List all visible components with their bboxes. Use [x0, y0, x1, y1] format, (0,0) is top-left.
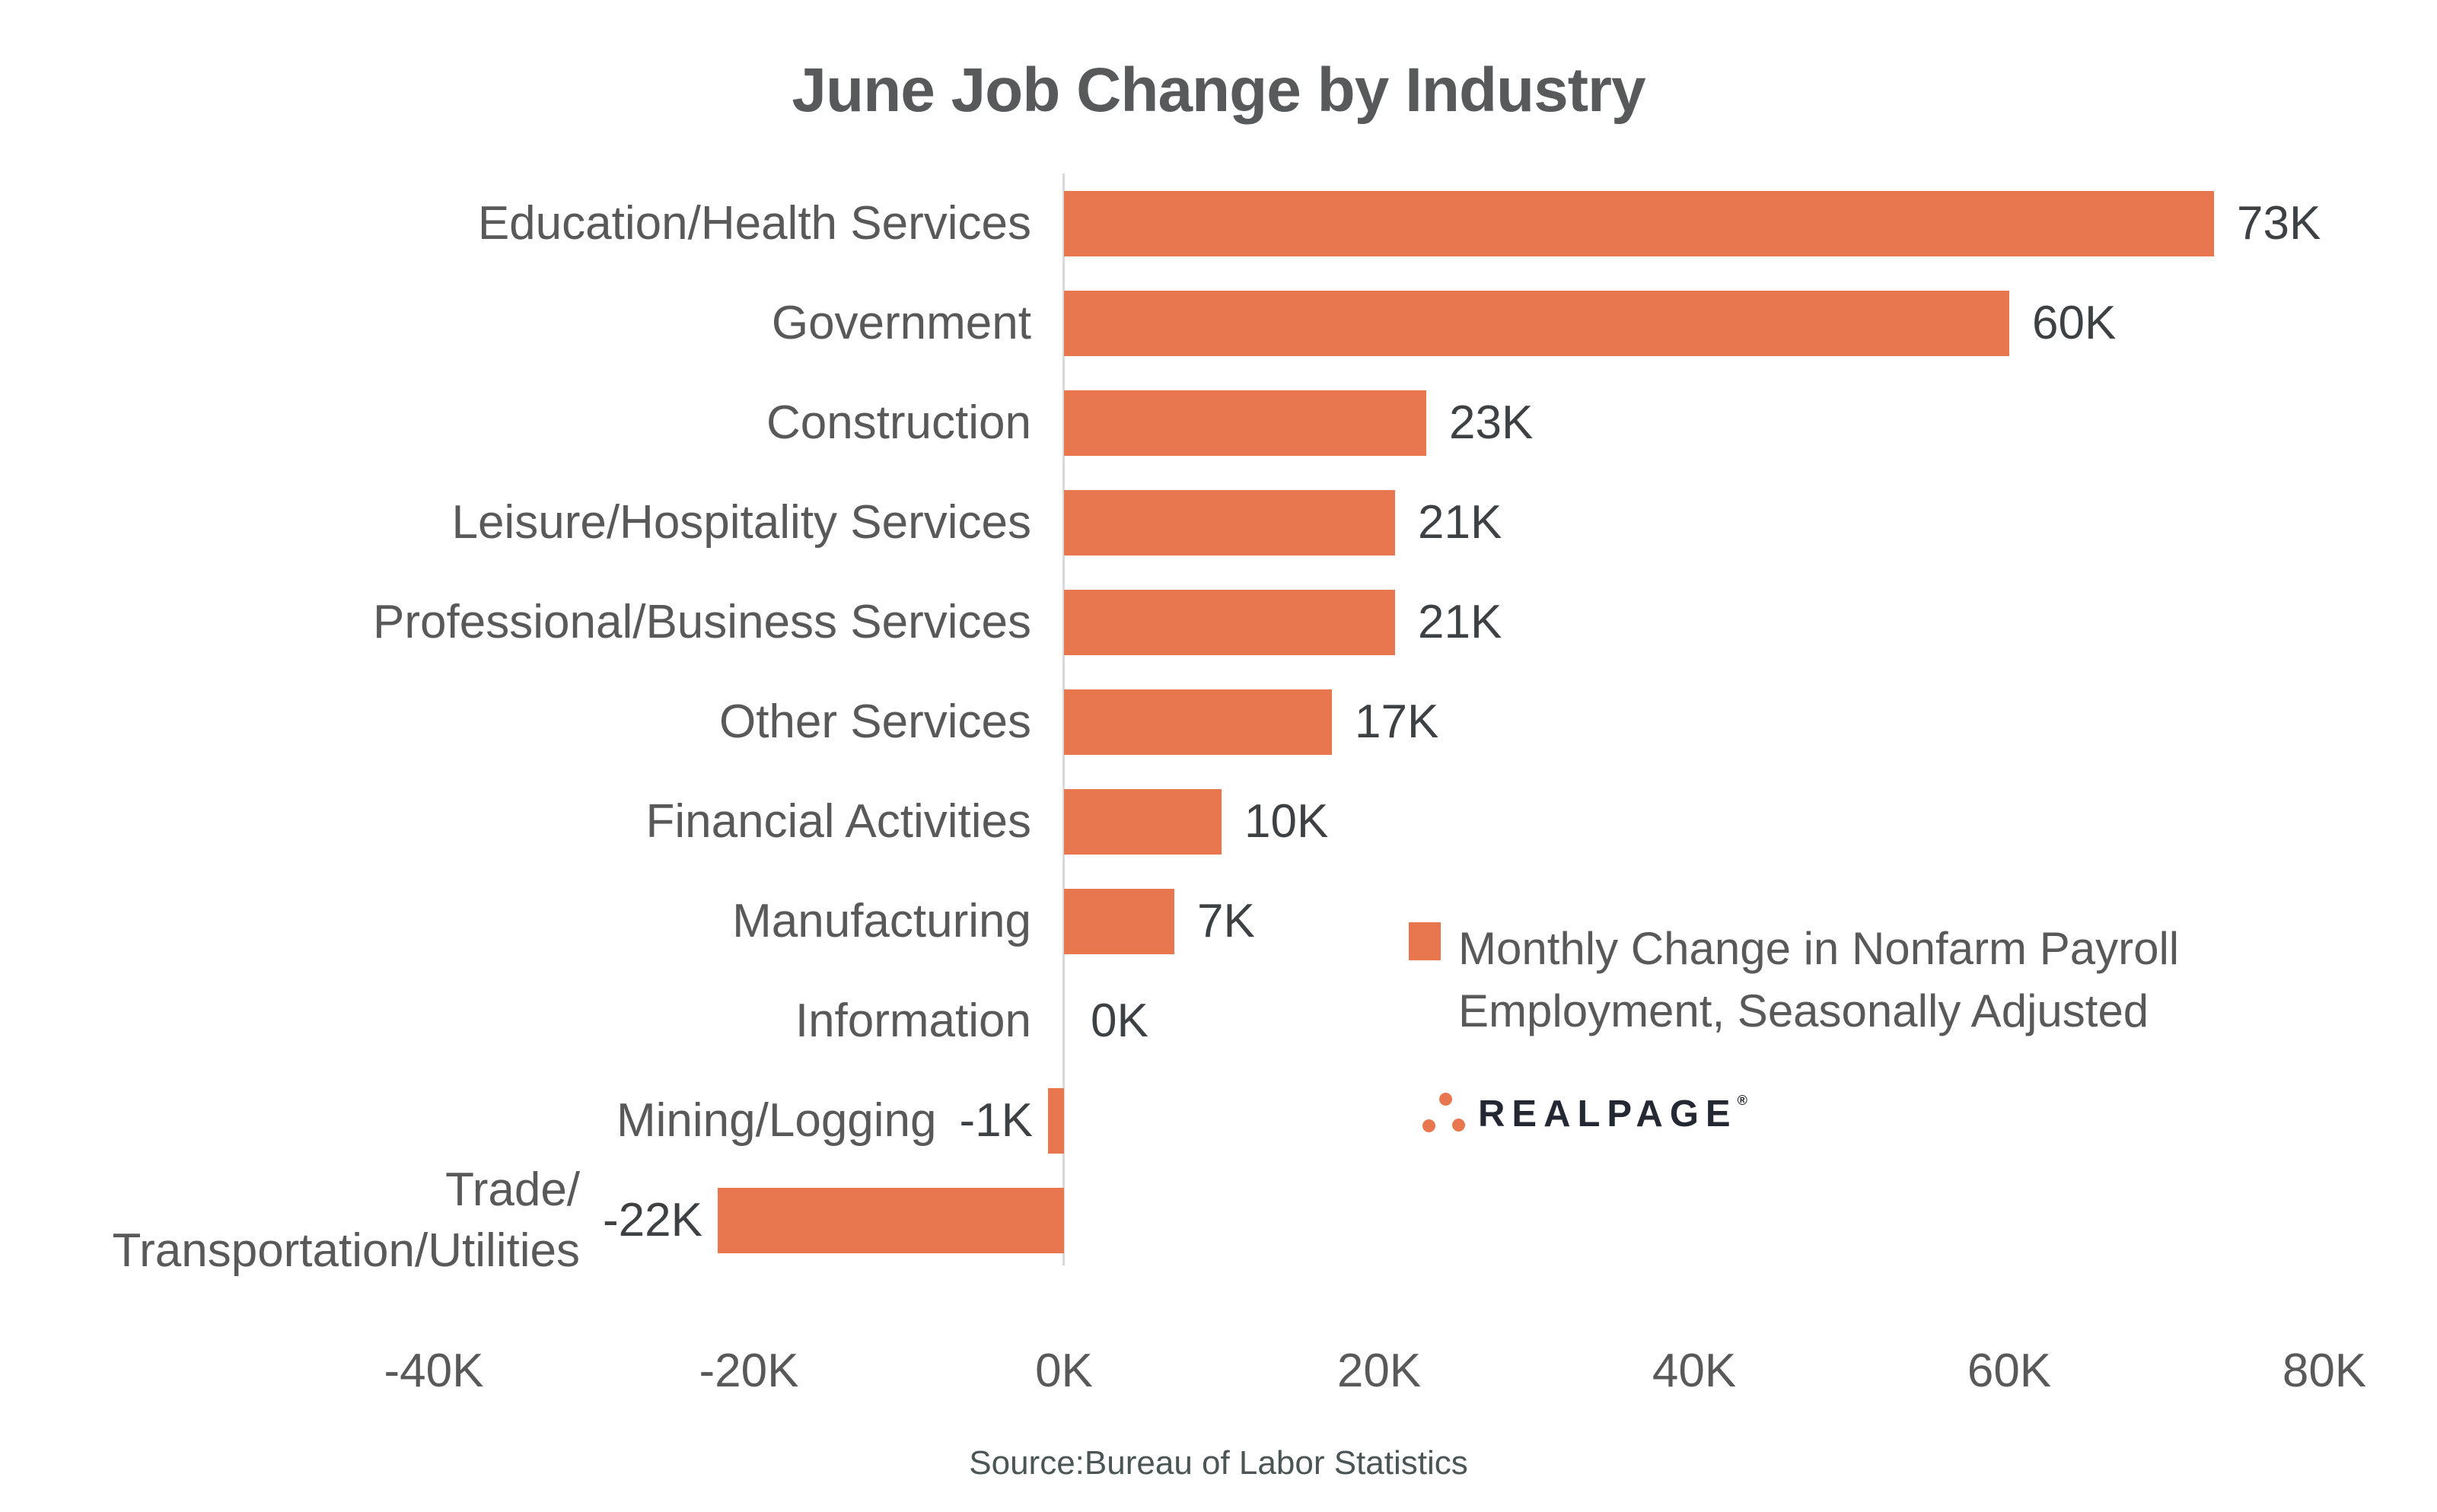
x-tick-label: 0K	[1035, 1345, 1093, 1397]
logo-wordmark: REALPAGE	[1478, 1093, 1738, 1135]
x-tick-label: -40K	[384, 1345, 484, 1397]
bar-2	[1064, 291, 2009, 356]
zero-axis-line	[1062, 173, 1065, 1265]
value-label: 17K	[1355, 696, 1439, 748]
category-label: Information	[795, 995, 1031, 1047]
bar-1	[1064, 191, 2214, 256]
bar-3	[1064, 390, 1426, 456]
category-label: Mining/Logging	[616, 1094, 937, 1147]
x-tick-label: -20K	[699, 1345, 799, 1397]
value-label: 21K	[1418, 496, 1502, 549]
category-label: Manufacturing	[732, 895, 1031, 947]
category-label: Leisure/Hospitality Services	[451, 496, 1031, 549]
value-label: 7K	[1197, 895, 1255, 947]
logo-dot-top	[1439, 1093, 1452, 1106]
x-tick-label: 80K	[2282, 1345, 2367, 1397]
value-label: 60K	[2032, 297, 2117, 349]
value-label: 21K	[1418, 596, 1502, 648]
bar-7	[1064, 789, 1222, 855]
chart-title: June Job Change by Industry	[792, 56, 1645, 125]
logo-dot-bottom-right	[1452, 1119, 1465, 1132]
legend-label-line1: Monthly Change in Nonfarm Payroll	[1458, 923, 2180, 974]
category-label: Construction	[766, 396, 1031, 449]
realpage-logo-text: REALPAGE®	[1478, 1093, 1747, 1135]
bar-11	[718, 1188, 1064, 1253]
category-and-value-group: Mining/Logging -1K	[616, 1090, 1033, 1151]
source-attribution: Source:Bureau of Labor Statistics	[969, 1444, 1468, 1482]
value-label: -22K	[603, 1194, 702, 1246]
logo-dot-bottom-left	[1422, 1119, 1435, 1132]
legend-label-line2: Employment, Seasonally Adjusted	[1458, 985, 2149, 1036]
value-label: 73K	[2237, 197, 2321, 250]
category-label: Trade/ Transportation/Utilities	[112, 1163, 581, 1277]
value-label: -1K	[959, 1094, 1033, 1147]
x-tick-label: 60K	[1967, 1345, 2052, 1397]
category-label: Government	[771, 297, 1031, 349]
category-label: Financial Activities	[645, 795, 1031, 848]
bar-10	[1048, 1088, 1064, 1154]
category-label: Other Services	[718, 696, 1031, 748]
x-tick-label: 40K	[1652, 1345, 1737, 1397]
category-and-value-group: Trade/ Transportation/Utilities -22K	[113, 1160, 702, 1281]
value-label: 10K	[1244, 795, 1329, 848]
realpage-dots-icon	[1422, 1091, 1466, 1132]
legend-swatch	[1409, 922, 1441, 960]
value-label: 23K	[1449, 396, 1534, 449]
bar-4	[1064, 490, 1395, 555]
registered-trademark-symbol: ®	[1737, 1093, 1747, 1108]
category-label: Professional/Business Services	[373, 596, 1031, 648]
category-label: Education/Health Services	[477, 197, 1031, 250]
value-label: 0K	[1091, 995, 1148, 1047]
x-tick-label: 20K	[1336, 1345, 1422, 1397]
bar-8	[1064, 889, 1174, 954]
bar-6	[1064, 689, 1332, 755]
bar-5	[1064, 590, 1395, 655]
